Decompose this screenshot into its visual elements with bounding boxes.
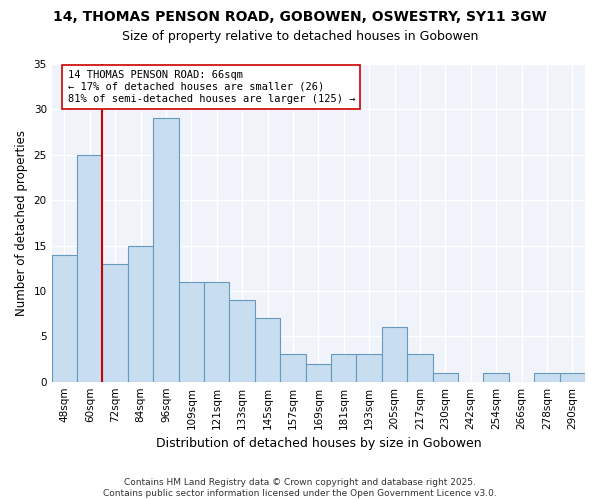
Bar [407,354,433,382]
X-axis label: Distribution of detached houses by size in Gobowen: Distribution of detached houses by size … [155,437,481,450]
Text: Size of property relative to detached houses in Gobowen: Size of property relative to detached ho… [122,30,478,43]
Text: 14, THOMAS PENSON ROAD, GOBOWEN, OSWESTRY, SY11 3GW: 14, THOMAS PENSON ROAD, GOBOWEN, OSWESTR… [53,10,547,24]
Y-axis label: Number of detached properties: Number of detached properties [15,130,28,316]
Bar [433,372,458,382]
Bar [560,372,585,382]
Text: 14 THOMAS PENSON ROAD: 66sqm
← 17% of detached houses are smaller (26)
81% of se: 14 THOMAS PENSON ROAD: 66sqm ← 17% of de… [68,70,355,104]
Text: Contains HM Land Registry data © Crown copyright and database right 2025.
Contai: Contains HM Land Registry data © Crown c… [103,478,497,498]
Bar [204,282,229,382]
Bar [356,354,382,382]
Bar [77,155,103,382]
Bar [52,254,77,382]
Bar [331,354,356,382]
Bar [484,372,509,382]
Bar [229,300,255,382]
Bar [179,282,204,382]
Bar [305,364,331,382]
Bar [280,354,305,382]
Bar [128,246,153,382]
Bar [534,372,560,382]
Bar [382,327,407,382]
Bar [153,118,179,382]
Bar [103,264,128,382]
Bar [255,318,280,382]
